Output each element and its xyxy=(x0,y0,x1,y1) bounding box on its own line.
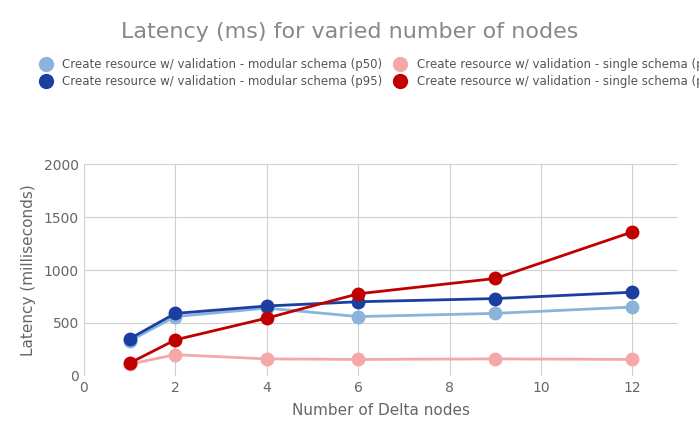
Create resource w/ validation - single schema (p95) xyxy=(628,229,637,235)
Create resource w/ validation - single schema (p95) xyxy=(171,337,180,343)
Create resource w/ validation - modular schema (p95) xyxy=(354,299,362,305)
Legend: Create resource w/ validation - modular schema (p50), Create resource w/ validat: Create resource w/ validation - modular … xyxy=(34,58,699,89)
Create resource w/ validation - modular schema (p50) xyxy=(125,338,134,343)
Create resource w/ validation - single schema (p50) xyxy=(491,356,499,362)
Create resource w/ validation - modular schema (p50) xyxy=(171,314,180,319)
Create resource w/ validation - modular schema (p95) xyxy=(491,296,499,301)
Create resource w/ validation - modular schema (p50) xyxy=(354,314,362,319)
Create resource w/ validation - single schema (p50) xyxy=(171,352,180,357)
Text: Latency (ms) for varied number of nodes: Latency (ms) for varied number of nodes xyxy=(121,22,578,41)
Create resource w/ validation - modular schema (p95) xyxy=(171,311,180,316)
Create resource w/ validation - single schema (p95) xyxy=(263,315,271,321)
Create resource w/ validation - single schema (p50) xyxy=(628,357,637,362)
Create resource w/ validation - modular schema (p95) xyxy=(125,336,134,341)
Y-axis label: Latency (milliseconds): Latency (milliseconds) xyxy=(20,184,36,356)
Create resource w/ validation - single schema (p95) xyxy=(125,361,134,366)
Create resource w/ validation - modular schema (p95) xyxy=(263,303,271,308)
Line: Create resource w/ validation - modular schema (p50): Create resource w/ validation - modular … xyxy=(122,300,640,348)
Create resource w/ validation - single schema (p50) xyxy=(263,356,271,362)
Create resource w/ validation - single schema (p50) xyxy=(354,357,362,362)
X-axis label: Number of Delta nodes: Number of Delta nodes xyxy=(292,403,470,418)
Create resource w/ validation - modular schema (p50) xyxy=(491,311,499,316)
Create resource w/ validation - single schema (p95) xyxy=(354,291,362,296)
Create resource w/ validation - modular schema (p50) xyxy=(263,305,271,311)
Line: Create resource w/ validation - single schema (p50): Create resource w/ validation - single s… xyxy=(122,348,640,371)
Line: Create resource w/ validation - single schema (p95): Create resource w/ validation - single s… xyxy=(122,225,640,370)
Line: Create resource w/ validation - modular schema (p95): Create resource w/ validation - modular … xyxy=(122,285,640,346)
Create resource w/ validation - single schema (p50) xyxy=(125,362,134,367)
Create resource w/ validation - modular schema (p50) xyxy=(628,305,637,310)
Create resource w/ validation - single schema (p95) xyxy=(491,276,499,281)
Create resource w/ validation - modular schema (p95) xyxy=(628,289,637,295)
